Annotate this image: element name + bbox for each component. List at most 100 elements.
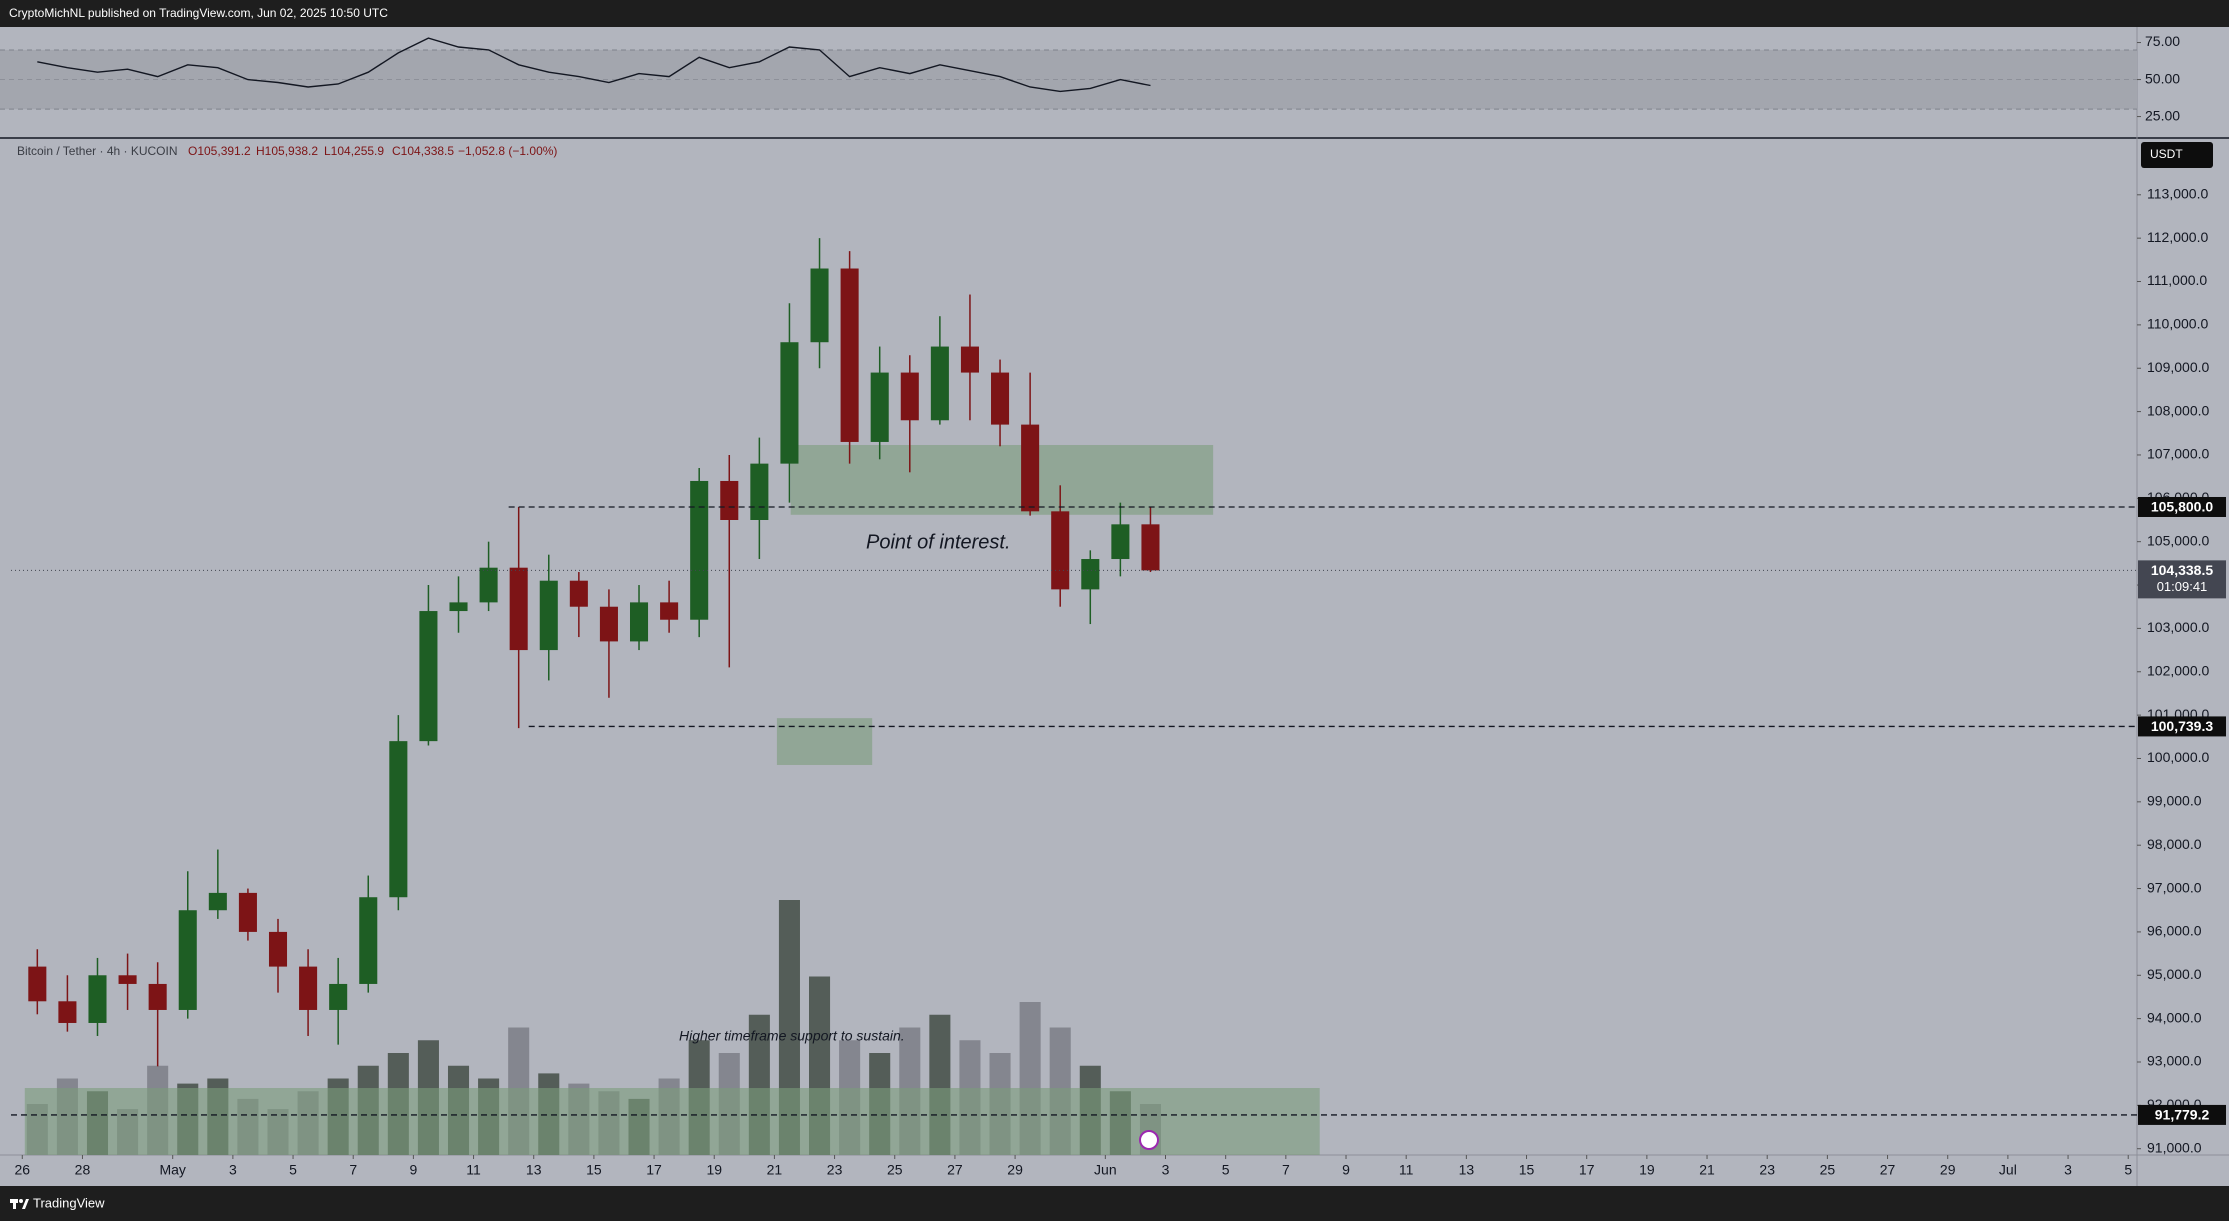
- x-tick-label: 15: [1519, 1162, 1535, 1178]
- ohlc-high: H105,938.2: [256, 144, 318, 158]
- candle-body: [1051, 511, 1070, 590]
- level-label-box: [2138, 1104, 2226, 1125]
- y-tick-label: 96,000.0: [2147, 923, 2202, 939]
- candle-body: [1021, 424, 1040, 512]
- candle-body: [178, 910, 197, 1010]
- ohlc-open: O105,391.2: [188, 144, 251, 158]
- y-tick-label: 103,000.0: [2147, 619, 2209, 635]
- y-tick-label: 111,000.0: [2147, 272, 2207, 288]
- level-label: 105,800.0: [2151, 499, 2213, 515]
- x-tick-label: 9: [409, 1162, 417, 1178]
- candle-body: [479, 567, 498, 603]
- y-tick-label: 99,000.0: [2147, 793, 2202, 809]
- y-tick-label: 102,000.0: [2147, 662, 2209, 678]
- rsi-band: [0, 49, 2137, 110]
- x-tick-label: 3: [229, 1162, 237, 1178]
- y-tick-label: 97,000.0: [2147, 879, 2202, 895]
- candle-body: [1141, 524, 1160, 571]
- x-tick-label: 13: [526, 1162, 542, 1178]
- level-label-box: [2138, 496, 2226, 517]
- rsi-tick-label: 75.00: [2145, 33, 2180, 49]
- x-tick-label: 21: [1699, 1162, 1715, 1178]
- x-tick-label: 5: [2124, 1162, 2132, 1178]
- candle-body: [118, 975, 137, 984]
- x-tick-label: 5: [289, 1162, 297, 1178]
- y-tick-label: 109,000.0: [2147, 359, 2209, 375]
- y-tick-label: 112,000.0: [2147, 229, 2208, 245]
- y-tick-label: 98,000.0: [2147, 836, 2202, 852]
- x-tick-label: 11: [1399, 1162, 1414, 1178]
- y-tick-label: 95,000.0: [2147, 966, 2202, 982]
- x-tick-label: 7: [349, 1162, 357, 1178]
- x-tick-label: 19: [706, 1162, 722, 1178]
- x-tick-label: 15: [586, 1162, 602, 1178]
- publisher: CryptoMichNL published on TradingView.co…: [9, 6, 388, 20]
- candle-body: [509, 567, 528, 651]
- x-tick-label: 25: [1820, 1162, 1836, 1178]
- candle-body: [690, 480, 709, 620]
- x-tick-label: 27: [947, 1162, 963, 1178]
- x-tick-label: 21: [767, 1162, 783, 1178]
- x-tick-label: Jul: [1999, 1162, 2017, 1178]
- x-tick-label: 25: [887, 1162, 903, 1178]
- candle-body: [840, 268, 859, 442]
- rsi-tick-label: 25.00: [2145, 107, 2180, 123]
- y-tick-label: 110,000.0: [2147, 316, 2208, 332]
- candle-body: [148, 983, 167, 1010]
- x-tick-label: 23: [827, 1162, 843, 1178]
- zone: [24, 1088, 1320, 1155]
- x-tick-label: 5: [1222, 1162, 1230, 1178]
- x-tick-label: 13: [1459, 1162, 1475, 1178]
- candle-body: [991, 372, 1010, 425]
- candle-body: [329, 983, 348, 1010]
- event-icon[interactable]: [1139, 1130, 1159, 1150]
- x-tick-label: 19: [1639, 1162, 1655, 1178]
- ohlc-low: L104,255.9: [324, 144, 384, 158]
- candle-body: [1111, 524, 1130, 560]
- x-tick-label: 23: [1759, 1162, 1775, 1178]
- currency-box[interactable]: [2141, 142, 2213, 168]
- candle-body: [930, 346, 949, 421]
- candle-body: [870, 372, 889, 442]
- candle-body: [208, 892, 227, 911]
- x-tick-label: 3: [2064, 1162, 2072, 1178]
- annotation: Point of interest.: [866, 531, 1011, 553]
- candle-body: [629, 602, 649, 642]
- x-tick-label: 3: [1162, 1162, 1170, 1178]
- x-tick-label: 11: [466, 1162, 481, 1178]
- zone: [790, 444, 1214, 515]
- y-tick-label: 91,000.0: [2147, 1139, 2202, 1155]
- zone: [776, 718, 873, 765]
- annotation: Higher timeframe support to sustain.: [679, 1028, 905, 1044]
- ohlc-close: C104,338.5: [392, 144, 454, 158]
- level-label-box: [2138, 716, 2226, 737]
- candle-body: [389, 741, 408, 898]
- level-label: 100,739.3: [2151, 718, 2213, 734]
- x-tick-label: 29: [1007, 1162, 1023, 1178]
- y-tick-label: 105,000.0: [2147, 532, 2209, 548]
- level-label: 91,779.2: [2155, 1107, 2210, 1123]
- candle-body: [299, 966, 318, 1010]
- x-tick-label: 28: [75, 1162, 91, 1178]
- ohlc-change: −1,052.8 (−1.00%): [458, 144, 557, 158]
- header-bar: [0, 0, 2229, 27]
- candle-body: [750, 463, 769, 520]
- x-tick-label: 17: [646, 1162, 662, 1178]
- y-tick-label: 107,000.0: [2147, 446, 2209, 462]
- x-tick-label: 17: [1579, 1162, 1595, 1178]
- candle-body: [359, 897, 378, 984]
- candle-body: [660, 602, 679, 620]
- currency[interactable]: USDT: [2150, 147, 2183, 161]
- last-price-label: 104,338.5: [2151, 562, 2213, 578]
- candle-body: [88, 975, 107, 1023]
- x-tick-label: May: [159, 1162, 185, 1178]
- candle-body: [960, 346, 979, 373]
- candle-body: [419, 611, 438, 742]
- countdown: 01:09:41: [2157, 579, 2208, 594]
- last-price-box: [2138, 560, 2226, 599]
- footer-bar: [0, 1186, 2229, 1221]
- candle-body: [780, 342, 799, 464]
- y-tick-label: 108,000.0: [2147, 402, 2209, 418]
